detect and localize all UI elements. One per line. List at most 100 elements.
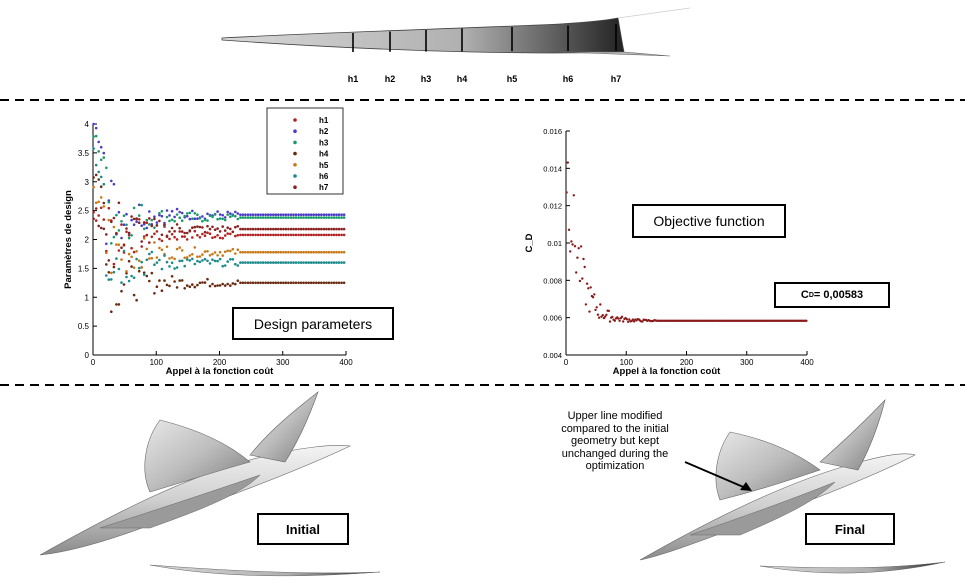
data-point-h1 bbox=[223, 234, 227, 237]
data-point-h7 bbox=[340, 227, 343, 231]
data-point-h4 bbox=[302, 281, 305, 285]
data-point-h7 bbox=[211, 225, 214, 229]
data-point-h3 bbox=[99, 158, 103, 162]
data-point-h2 bbox=[246, 213, 250, 216]
data-point-cd bbox=[585, 282, 589, 285]
data-point-h4 bbox=[231, 282, 235, 285]
data-point-h6 bbox=[110, 278, 113, 281]
data-point-h3 bbox=[239, 216, 242, 219]
data-point-h6 bbox=[150, 250, 154, 254]
data-point-h1 bbox=[226, 232, 229, 235]
data-point-h4 bbox=[266, 281, 270, 285]
data-point-h6 bbox=[211, 258, 214, 262]
data-point-h7 bbox=[302, 227, 305, 231]
station-label-h6: h6 bbox=[563, 74, 574, 84]
data-point-h7 bbox=[342, 227, 346, 231]
data-point-h5 bbox=[127, 252, 131, 256]
data-point-h4 bbox=[160, 289, 164, 293]
data-point-h7 bbox=[115, 231, 118, 235]
left-x-tick-label: 100 bbox=[150, 358, 164, 367]
data-point-h1 bbox=[125, 230, 128, 233]
data-point-h4 bbox=[127, 259, 131, 263]
data-point-h6 bbox=[332, 261, 336, 264]
data-point-h7 bbox=[198, 225, 202, 229]
data-point-h6 bbox=[94, 163, 98, 167]
data-point-cd bbox=[566, 161, 569, 164]
data-point-h4 bbox=[330, 281, 333, 285]
data-point-h5 bbox=[183, 256, 186, 260]
data-point-h2 bbox=[105, 242, 108, 246]
data-point-h5 bbox=[148, 257, 151, 260]
station-label-h1: h1 bbox=[348, 74, 359, 84]
data-point-h2 bbox=[185, 214, 189, 218]
data-point-h3 bbox=[299, 216, 303, 219]
data-point-h1 bbox=[211, 236, 214, 239]
data-point-h6 bbox=[208, 262, 212, 265]
data-point-h2 bbox=[342, 213, 346, 216]
data-point-h4 bbox=[269, 281, 273, 285]
data-point-h2 bbox=[216, 210, 219, 213]
data-point-h4 bbox=[198, 281, 202, 285]
annotation-arrowhead bbox=[740, 482, 752, 491]
data-point-h4 bbox=[163, 279, 166, 282]
legend-label-h7: h7 bbox=[319, 183, 329, 192]
legend-label-h1: h1 bbox=[319, 116, 329, 125]
data-point-cd bbox=[631, 318, 635, 321]
data-point-h2 bbox=[180, 211, 184, 215]
data-point-h6 bbox=[302, 261, 305, 264]
data-point-h1 bbox=[342, 233, 346, 237]
data-point-h3 bbox=[206, 219, 209, 222]
data-point-h5 bbox=[175, 247, 179, 251]
data-point-h3 bbox=[264, 216, 268, 219]
data-point-cd bbox=[628, 318, 631, 321]
data-point-cd bbox=[604, 315, 607, 318]
data-point-h5 bbox=[269, 250, 273, 254]
data-point-h5 bbox=[325, 250, 328, 254]
data-point-h2 bbox=[110, 179, 113, 183]
data-point-h6 bbox=[117, 267, 121, 271]
data-point-h6 bbox=[259, 261, 262, 264]
data-point-h7 bbox=[309, 227, 313, 231]
data-point-h4 bbox=[196, 283, 199, 287]
data-point-h3 bbox=[340, 216, 343, 219]
data-point-h4 bbox=[183, 287, 186, 290]
data-point-h3 bbox=[153, 226, 156, 229]
data-point-h1 bbox=[216, 234, 219, 237]
data-point-h6 bbox=[289, 261, 293, 264]
data-point-h4 bbox=[191, 283, 194, 286]
data-point-h6 bbox=[183, 264, 186, 268]
data-point-h1 bbox=[170, 232, 174, 236]
data-point-h2 bbox=[332, 213, 336, 216]
data-point-h5 bbox=[292, 250, 295, 254]
data-point-h6 bbox=[213, 259, 217, 263]
data-point-h6 bbox=[236, 264, 240, 267]
data-point-h7 bbox=[145, 233, 149, 237]
data-point-h2 bbox=[132, 223, 136, 226]
data-point-h4 bbox=[282, 281, 285, 285]
data-point-h2 bbox=[251, 213, 255, 216]
data-point-h7 bbox=[213, 228, 217, 231]
data-point-cd bbox=[622, 320, 625, 323]
series-h6 bbox=[92, 147, 346, 284]
data-point-h2 bbox=[94, 126, 98, 130]
data-point-h4 bbox=[254, 281, 257, 285]
data-point-h7 bbox=[269, 227, 273, 231]
data-point-h3 bbox=[130, 234, 133, 237]
data-point-h2 bbox=[299, 213, 303, 216]
data-point-h1 bbox=[332, 233, 336, 237]
data-point-h7 bbox=[254, 227, 257, 231]
data-point-h7 bbox=[327, 227, 331, 231]
data-point-h3 bbox=[322, 216, 326, 219]
data-point-h3 bbox=[211, 215, 214, 219]
data-point-h4 bbox=[223, 284, 227, 287]
data-point-h1 bbox=[185, 238, 189, 241]
data-point-h1 bbox=[272, 233, 275, 237]
right-y-axis-label: C_D bbox=[524, 233, 535, 252]
data-point-h7 bbox=[299, 227, 303, 231]
data-point-h6 bbox=[256, 261, 260, 264]
data-point-h3 bbox=[140, 203, 143, 207]
data-point-h2 bbox=[206, 212, 209, 216]
data-point-cd bbox=[591, 296, 595, 299]
data-point-h2 bbox=[309, 213, 313, 216]
data-point-h4 bbox=[261, 281, 265, 285]
